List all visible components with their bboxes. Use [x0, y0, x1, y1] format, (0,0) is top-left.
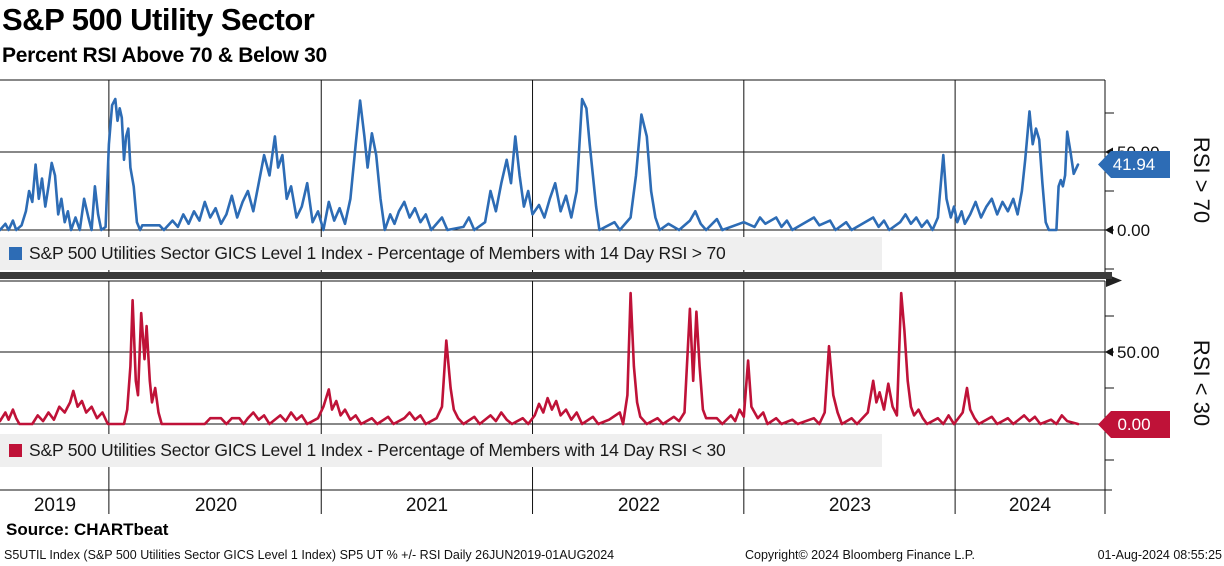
page-title: S&P 500 Utility Sector — [2, 2, 315, 37]
x-axis-year-2019: 2019 — [33, 495, 77, 516]
source-label: Source: CHARTbeat — [6, 520, 169, 539]
blue-series-swatch-icon — [9, 247, 22, 260]
x-axis-year-2023: 2023 — [828, 495, 872, 516]
top-axis-tick-0: 0.00 — [1117, 221, 1151, 240]
rsi-above-line — [0, 97, 1080, 232]
page-subtitle: Percent RSI Above 70 & Below 30 — [2, 44, 327, 67]
legend-rsi-below-30: S&P 500 Utilities Sector GICS Level 1 In… — [0, 434, 882, 467]
rsi-below-line — [0, 291, 1080, 426]
x-axis-year-2020: 2020 — [194, 495, 238, 516]
footer-timestamp: 01-Aug-2024 08:55:25 — [1097, 548, 1222, 562]
x-axis-year-2021: 2021 — [405, 495, 449, 516]
legend-rsi-above-70: S&P 500 Utilities Sector GICS Level 1 In… — [0, 237, 882, 270]
x-axis-year-2024: 2024 — [1008, 495, 1052, 516]
red-series-swatch-icon — [9, 444, 22, 457]
footer-copyright: Copyright© 2024 Bloomberg Finance L.P. — [745, 548, 975, 562]
panel-divider — [0, 272, 1112, 279]
x-axis-year-2022: 2022 — [617, 495, 661, 516]
footer-ticker-info: S5UTIL Index (S&P 500 Utilities Sector G… — [4, 548, 615, 562]
axis-title-rsi-above-70: RSI > 70 — [1189, 136, 1214, 224]
bottom-axis-tick-50: 50.00 — [1117, 343, 1160, 362]
last-value-tag-rsi-above: 41.94 — [1098, 151, 1170, 178]
legend-label-rsi-above-70: S&P 500 Utilities Sector GICS Level 1 In… — [29, 243, 726, 263]
axis-title-rsi-below-30: RSI < 30 — [1189, 339, 1214, 427]
legend-label-rsi-below-30: S&P 500 Utilities Sector GICS Level 1 In… — [29, 440, 726, 460]
last-value-tag-rsi-below: 0.00 — [1098, 411, 1170, 438]
